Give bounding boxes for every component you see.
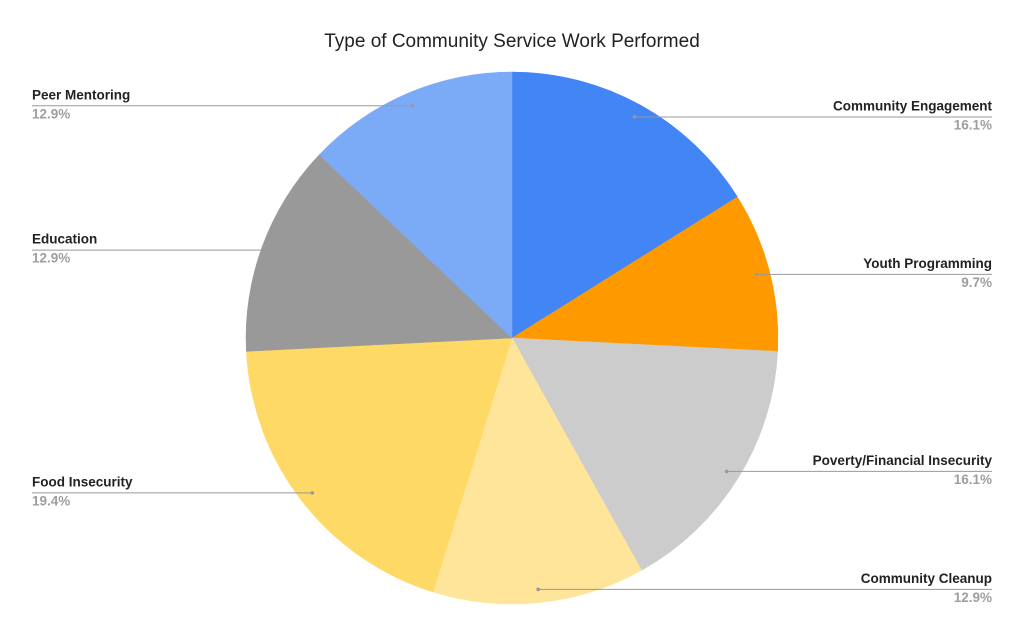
pie-slice <box>511 196 779 352</box>
leader-dot <box>724 469 729 474</box>
chart-title: Type of Community Service Work Performed <box>324 31 700 52</box>
slice-label: Youth Programming <box>863 256 992 271</box>
slice-label: Education <box>32 232 97 247</box>
slice-label: Community Engagement <box>833 99 993 114</box>
pie-slice <box>432 337 642 605</box>
slice-value-label: 9.7% <box>961 275 992 290</box>
leader-dot <box>632 115 637 119</box>
slice-value-label: 12.9% <box>32 106 70 121</box>
slice-label: Peer Mentoring <box>32 87 130 102</box>
pie-slice <box>511 337 778 571</box>
slice-value-label: 12.9% <box>954 590 992 605</box>
slice-value-label: 16.1% <box>954 472 992 487</box>
pie-slice <box>246 337 513 593</box>
slice-label: Community Cleanup <box>861 571 992 586</box>
leader-dot <box>273 248 277 252</box>
slice-value-label: 19.4% <box>32 493 70 508</box>
leader-dot <box>410 103 415 108</box>
slice-label: Poverty/Financial Insecurity <box>813 453 993 468</box>
leader-dot <box>754 272 759 277</box>
slice-value-label: 12.9% <box>32 251 70 266</box>
pie-slice <box>318 71 513 339</box>
leader-dot <box>536 587 540 592</box>
slice-label: Food Insecurity <box>32 474 133 489</box>
leader-dot <box>310 491 315 495</box>
slice-value-label: 16.1% <box>954 118 992 133</box>
pie-slice <box>245 154 513 352</box>
pie-slice <box>511 71 738 339</box>
